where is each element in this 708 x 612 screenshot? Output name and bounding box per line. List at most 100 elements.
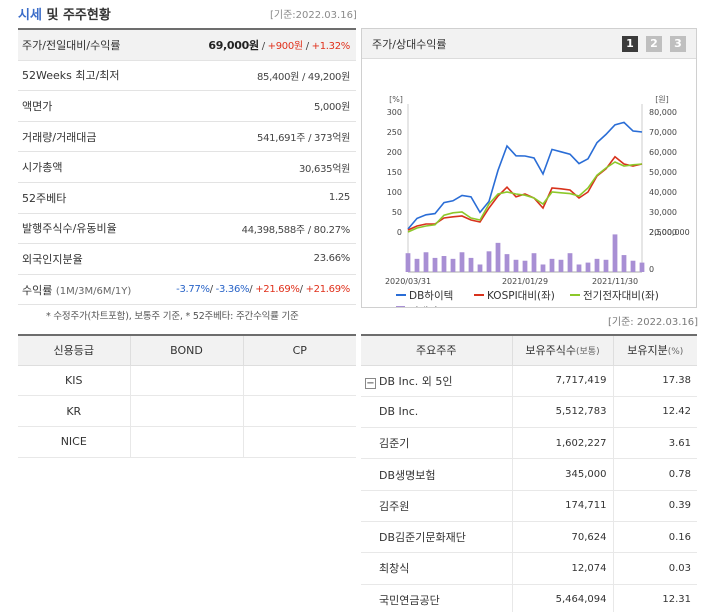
volume-bar — [495, 242, 501, 272]
holder-name: 김주원 — [361, 490, 512, 522]
price-row: 발행주식수/유동비율 44,398,588주 / 80.27% — [18, 214, 356, 245]
agency-name: NICE — [18, 426, 130, 458]
volume-bar — [477, 264, 483, 272]
row-value: 23.66% — [313, 253, 351, 265]
holder-shares: 1,602,227 — [511, 427, 613, 460]
section-title-rest: 및 주주현황 — [46, 8, 111, 23]
separator: / — [299, 284, 306, 296]
row-label: 시가총액 — [22, 161, 63, 175]
volume-bar — [432, 257, 438, 272]
right-axis-tick: 80,000 — [649, 108, 677, 117]
shares-header: 보유주식수 — [525, 344, 576, 358]
collapse-toggle-button[interactable]: − — [365, 377, 376, 389]
row-value: 541,691주 / 373억원 — [257, 133, 350, 145]
left-axis-tick: 0 — [397, 228, 402, 237]
column-header: 주요주주 — [361, 335, 512, 366]
holder-pct: 0.03 — [612, 552, 697, 585]
row-label: 발행주식수/유동비율 — [22, 222, 117, 236]
right-axis-tick: 60,000 — [649, 148, 677, 157]
volume-bar — [540, 264, 546, 272]
volume-bar — [630, 260, 636, 272]
chart-page-2-button[interactable]: 2 — [646, 35, 662, 52]
row-value: -3.77%/ -3.36%/ +21.69%/ +21.69% — [131, 284, 350, 295]
row-label: 52Weeks 최고/최저 — [22, 69, 120, 83]
row-value: 5,000원 — [313, 102, 350, 114]
price-change: +900원 — [267, 40, 303, 52]
row-value: 69,000원 / +900원 / +1.32% — [121, 37, 351, 53]
holder-shares: 12,074 — [511, 552, 613, 585]
holder-name: 국민연금공단 — [361, 584, 512, 612]
holder-pct: 12.31 — [612, 584, 697, 612]
right-axis-tick: 20,000 — [649, 228, 677, 237]
volume-bar — [405, 253, 411, 272]
volume-bar — [585, 262, 591, 272]
chart-page-1-button[interactable]: 1 — [622, 35, 638, 52]
holder-name-text: DB Inc. 외 5인 — [379, 374, 453, 388]
cp-rating — [242, 395, 356, 427]
volume-bar — [549, 258, 555, 272]
shareholder-table: 주요주주 보유주식수(보통) 보유지분(%) − DB Inc. 외 5인 7,7… — [361, 334, 697, 612]
bond-rating — [129, 395, 243, 427]
holder-pct: 3.61 — [612, 427, 697, 460]
table-row: DB김준기문화재단 70,624 0.16 — [361, 521, 697, 554]
volume-bar — [522, 260, 528, 272]
holder-name: DB생명보험 — [361, 458, 512, 491]
volume-bar — [558, 259, 564, 272]
row-label: 액면가 — [22, 99, 53, 113]
volume-bar — [423, 252, 429, 272]
agency-name: KIS — [18, 365, 130, 397]
holder-shares: 174,711 — [511, 490, 613, 522]
table-row: DB Inc. 5,512,783 12.42 — [361, 396, 697, 429]
table-row: − DB Inc. 외 5인 7,717,419 17.38 — [361, 365, 697, 397]
holder-name: 최창식 — [361, 552, 512, 585]
table-row: DB생명보험 345,000 0.78 — [361, 458, 697, 491]
pct-header: 보유지분 — [627, 344, 668, 358]
cp-rating — [242, 365, 356, 397]
price-row: 거래량/거래대금 541,691주 / 373억원 — [18, 122, 356, 153]
base-date-shareholders: [기준: 2022.03.16] — [608, 317, 699, 328]
row-label: 수익률 (1M/3M/6M/1Y) — [22, 282, 131, 298]
bond-rating — [129, 365, 243, 397]
row-label: 외국인지분율 — [22, 252, 83, 266]
holder-shares: 345,000 — [511, 458, 613, 491]
return-periods: (1M/3M/6M/1Y) — [55, 285, 132, 297]
column-header: BOND — [129, 335, 243, 366]
stock-chart: [%] [원] 300 250 200 150 100 50 0 80,000 70,000 60,0… — [385, 95, 690, 307]
holder-name: DB김준기문화재단 — [361, 521, 512, 554]
holder-pct: 17.38 — [612, 365, 697, 397]
cp-rating — [242, 426, 356, 458]
return-6m: +21.69% — [255, 284, 300, 296]
table-header-row: 주요주주 보유주식수(보통) 보유지분(%) — [361, 335, 697, 366]
return-1m: -3.77% — [176, 284, 210, 296]
volume-bar — [414, 258, 420, 272]
current-price: 69,000원 — [208, 38, 259, 52]
volume-bar — [486, 251, 492, 272]
legend-label: 전기전자대비(좌) — [583, 290, 659, 302]
table-row: KR — [18, 395, 356, 427]
row-label: 52주베타 — [22, 191, 67, 205]
table-row: 최창식 12,074 0.03 — [361, 552, 697, 585]
right-axis-tick: 70,000 — [649, 128, 677, 137]
row-label: 거래량/거래대금 — [22, 130, 97, 144]
pct-header-unit: (%) — [667, 347, 684, 358]
price-row: 52Weeks 최고/최저 85,400원 / 49,200원 — [18, 61, 356, 92]
price-row: 주가/전일대비/수익률 69,000원 / +900원 / +1.32% — [18, 30, 356, 61]
holder-pct: 0.39 — [612, 490, 697, 522]
volume-bar — [459, 252, 465, 272]
column-header: 보유지분(%) — [612, 335, 697, 366]
row-label: 주가/전일대비/수익률 — [22, 38, 121, 52]
holder-pct: 0.16 — [612, 521, 697, 554]
table-row: 국민연금공단 5,464,094 12.31 — [361, 584, 697, 612]
price-rate: +1.32% — [311, 40, 351, 52]
volume-bar — [576, 264, 582, 272]
base-date: [기준:2022.03.16] — [270, 10, 357, 21]
table-header-row: 신용등급 BOND CP — [18, 335, 356, 366]
holder-name: − DB Inc. 외 5인 — [361, 365, 512, 397]
price-row: 52주베타 1.25 — [18, 183, 356, 214]
legend-label: 거래량 — [409, 306, 438, 307]
holder-name: DB Inc. — [361, 396, 512, 429]
left-axis-tick: 150 — [387, 168, 402, 177]
shares-header-unit: (보통) — [576, 347, 600, 358]
right-axis-tick: 40,000 — [649, 188, 677, 197]
chart-page-3-button[interactable]: 3 — [670, 35, 686, 52]
